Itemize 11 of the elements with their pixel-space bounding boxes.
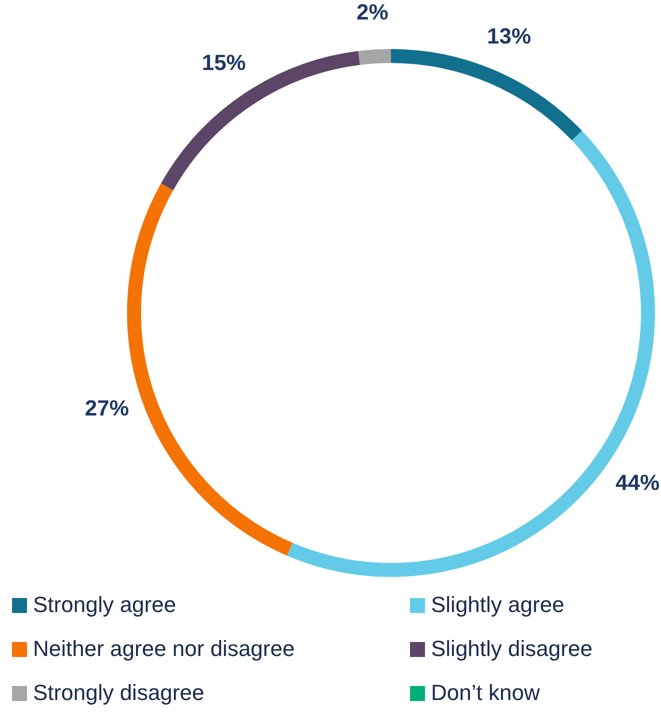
legend-label: Neither agree nor disagree	[33, 635, 295, 663]
data-label: 27%	[84, 395, 129, 420]
data-label: 44%	[615, 470, 660, 496]
legend-label: Don’t know	[431, 679, 540, 707]
legend-label: Slightly disagree	[431, 635, 592, 663]
legend-label: Strongly agree	[33, 591, 176, 619]
data-label: 2%	[356, 0, 388, 25]
data-label: 13%	[487, 23, 532, 48]
legend-label: Strongly disagree	[33, 679, 204, 707]
legend-label: Slightly agree	[431, 591, 564, 619]
data-label: 15%	[202, 50, 246, 75]
